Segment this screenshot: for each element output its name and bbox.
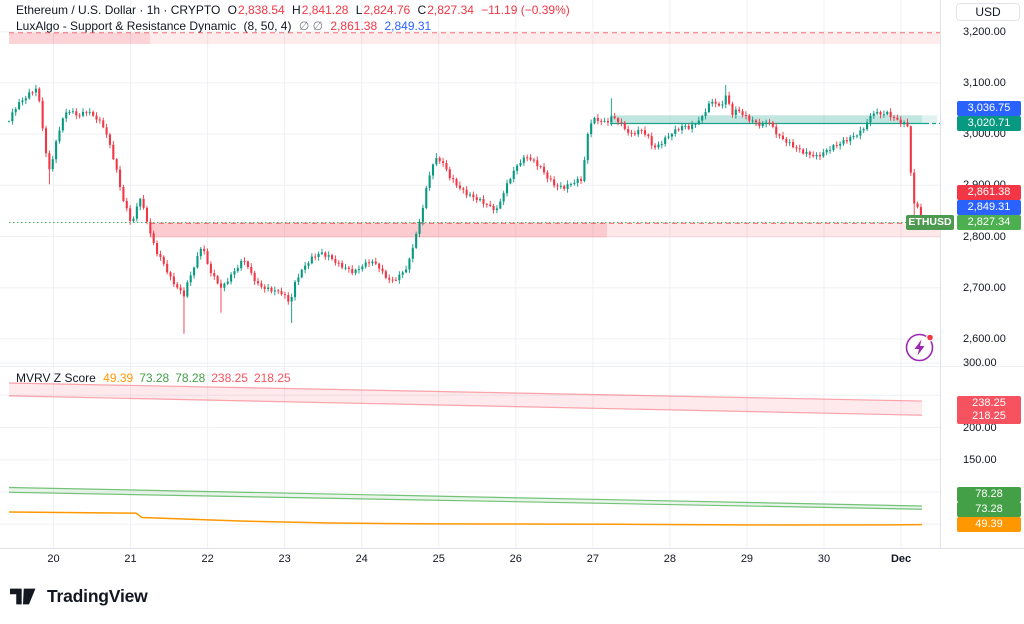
mvrv-value: 73.28 <box>139 371 170 385</box>
grid-layer <box>0 0 940 548</box>
indicator-legend-row: LuxAlgo - Support & Resistance Dynamic (… <box>16 19 435 33</box>
time-axis-label: 28 <box>663 553 677 565</box>
indicator-params: (8, 50, 4) <box>243 19 292 33</box>
indicator-badge: 49.39 <box>957 516 1021 532</box>
mvrv-legend-row: MVRV Z Score 49.39 73.28 78.28 238.25 218.25 <box>16 371 301 385</box>
price-tick-label: 3,200.00 <box>963 25 1006 38</box>
time-axis-label: 27 <box>586 553 599 565</box>
time-axis-label: 29 <box>740 553 754 565</box>
time-axis-label: 25 <box>432 553 445 565</box>
ohlc-close-label: C <box>417 3 427 17</box>
ohlc-open-label: O <box>227 3 237 17</box>
indicator-badge: 73.28 <box>957 501 1021 517</box>
mvrv-z-score-line <box>8 511 923 526</box>
candles-layer <box>7 84 922 334</box>
ohlc-open-value: 2,838.54 <box>237 3 285 17</box>
price-tick-label: 2,600.00 <box>963 332 1006 345</box>
mvrv-values: 49.39 73.28 78.28 238.25 218.25 <box>103 371 297 385</box>
ohlc-low-value: 2,824.76 <box>363 3 411 17</box>
indicator-badge: 238.25 <box>957 395 1021 411</box>
price-tick-label: 3,000.00 <box>963 128 1006 141</box>
price-badge: 2,827.34 <box>957 215 1021 230</box>
currency-toggle-button[interactable]: USD <box>956 3 1020 21</box>
price-scale-divider[interactable] <box>940 0 941 548</box>
mvrv-title[interactable]: MVRV Z Score <box>16 371 96 385</box>
sr-zones-layer <box>9 32 940 238</box>
time-axis-label: 22 <box>201 553 214 565</box>
mvrv-value: 238.25 <box>211 371 248 385</box>
ohlc-high-value: 2,841.28 <box>301 3 349 17</box>
indicator-tick-label: 300.00 <box>963 357 997 369</box>
ohlc-low-label: L <box>355 3 363 17</box>
time-axis-label: 23 <box>278 553 291 565</box>
mvrv-band <box>8 382 923 416</box>
symbol-price-tag: ETHUSD <box>906 215 954 230</box>
indicator-tick-label: 150.00 <box>963 453 997 466</box>
time-axis-label: Dec <box>890 553 912 565</box>
change-value: −11.19 (−0.39%) <box>481 3 570 17</box>
symbol-legend-row: Ethereum / U.S. Dollar · 1h · CRYPTO O2,… <box>16 3 574 17</box>
time-axis-divider <box>0 548 1024 549</box>
price-badge: 2,849.31 <box>957 200 1021 215</box>
indicator-badge: 218.25 <box>957 408 1021 424</box>
time-axis-label: 21 <box>124 553 137 565</box>
indicator-badge: 78.28 <box>957 486 1021 502</box>
time-axis-label: 30 <box>817 553 831 565</box>
price-tick-label: 3,100.00 <box>963 76 1006 89</box>
indicator-title[interactable]: LuxAlgo - Support & Resistance Dynamic <box>16 19 237 33</box>
tradingview-mark-icon <box>10 588 36 605</box>
price-tick-label: 2,700.00 <box>963 281 1006 294</box>
pane-divider[interactable] <box>0 366 1024 367</box>
price-badge: 3,020.71 <box>957 116 1021 131</box>
time-axis-label: 24 <box>355 553 368 565</box>
mvrv-value: 78.28 <box>175 371 206 385</box>
time-axis-label: 20 <box>47 553 60 565</box>
mvrv-green-lines <box>8 486 923 510</box>
mvrv-value: 49.39 <box>103 371 134 385</box>
price-tick-label: 2,800.00 <box>963 230 1006 243</box>
lightning-icon <box>905 333 935 362</box>
symbol-title[interactable]: Ethereum / U.S. Dollar · 1h · CRYPTO <box>16 3 221 17</box>
price-badge: 3,036.75 <box>957 101 1021 116</box>
tradingview-logo[interactable]: TradingView <box>10 586 148 607</box>
mvrv-value: 218.25 <box>253 371 291 385</box>
tradingview-logo-text: TradingView <box>47 586 148 606</box>
indicator-tick-label: 200.00 <box>963 421 997 434</box>
ohlc-high-label: H <box>292 3 301 17</box>
price-badge: 2,861.38 <box>957 185 1021 200</box>
time-axis-label: 26 <box>509 553 522 565</box>
ohlc-close-value: 2,827.34 <box>427 3 474 17</box>
hidden-value-icons[interactable]: ∅ ∅ <box>298 19 324 33</box>
luxalgo-support-value: 2,849.31 <box>384 19 432 33</box>
luxalgo-resistance-value: 2,861.38 <box>330 19 378 33</box>
flash-action-button[interactable] <box>903 330 937 364</box>
chart-canvas[interactable] <box>0 0 1024 548</box>
